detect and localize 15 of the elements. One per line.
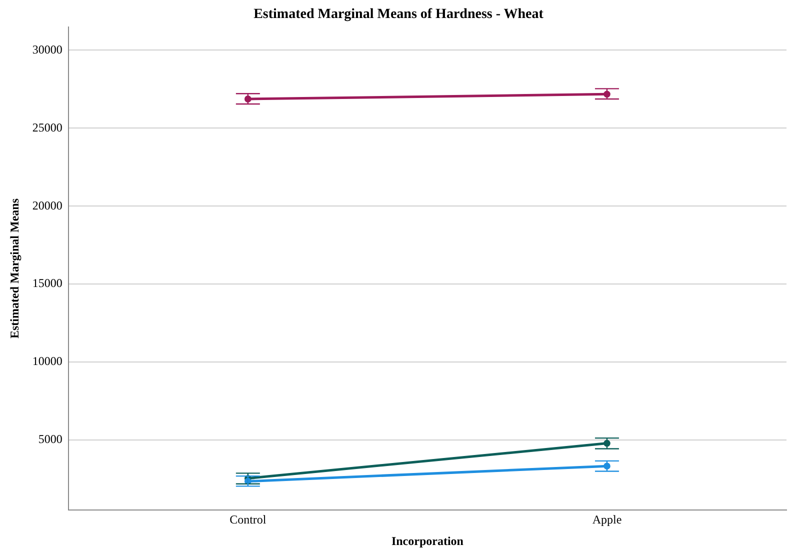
point xyxy=(244,96,252,102)
y-tick-label: 5000 xyxy=(38,432,62,446)
y-tick-label: 15000 xyxy=(32,276,62,290)
point xyxy=(604,440,610,447)
y-tick-label: 20000 xyxy=(32,198,62,212)
y-tick-label: 25000 xyxy=(32,120,62,134)
x-tick-label: Control xyxy=(230,512,267,527)
y-tick-label: 10000 xyxy=(32,354,62,368)
point xyxy=(604,462,610,470)
y-tick-label: 30000 xyxy=(32,42,62,56)
x-axis-title: Incorporation xyxy=(391,534,464,548)
x-tick-label: Apple xyxy=(592,512,622,527)
y-axis-title: Estimated Marginal Means xyxy=(7,198,22,338)
chart-title: Estimated Marginal Means of Hardness - Wheat xyxy=(254,7,544,22)
point xyxy=(604,90,610,98)
